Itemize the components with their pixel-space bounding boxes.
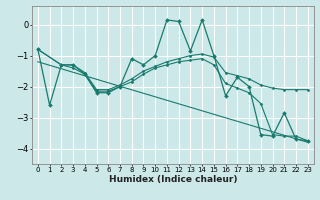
X-axis label: Humidex (Indice chaleur): Humidex (Indice chaleur) — [108, 175, 237, 184]
